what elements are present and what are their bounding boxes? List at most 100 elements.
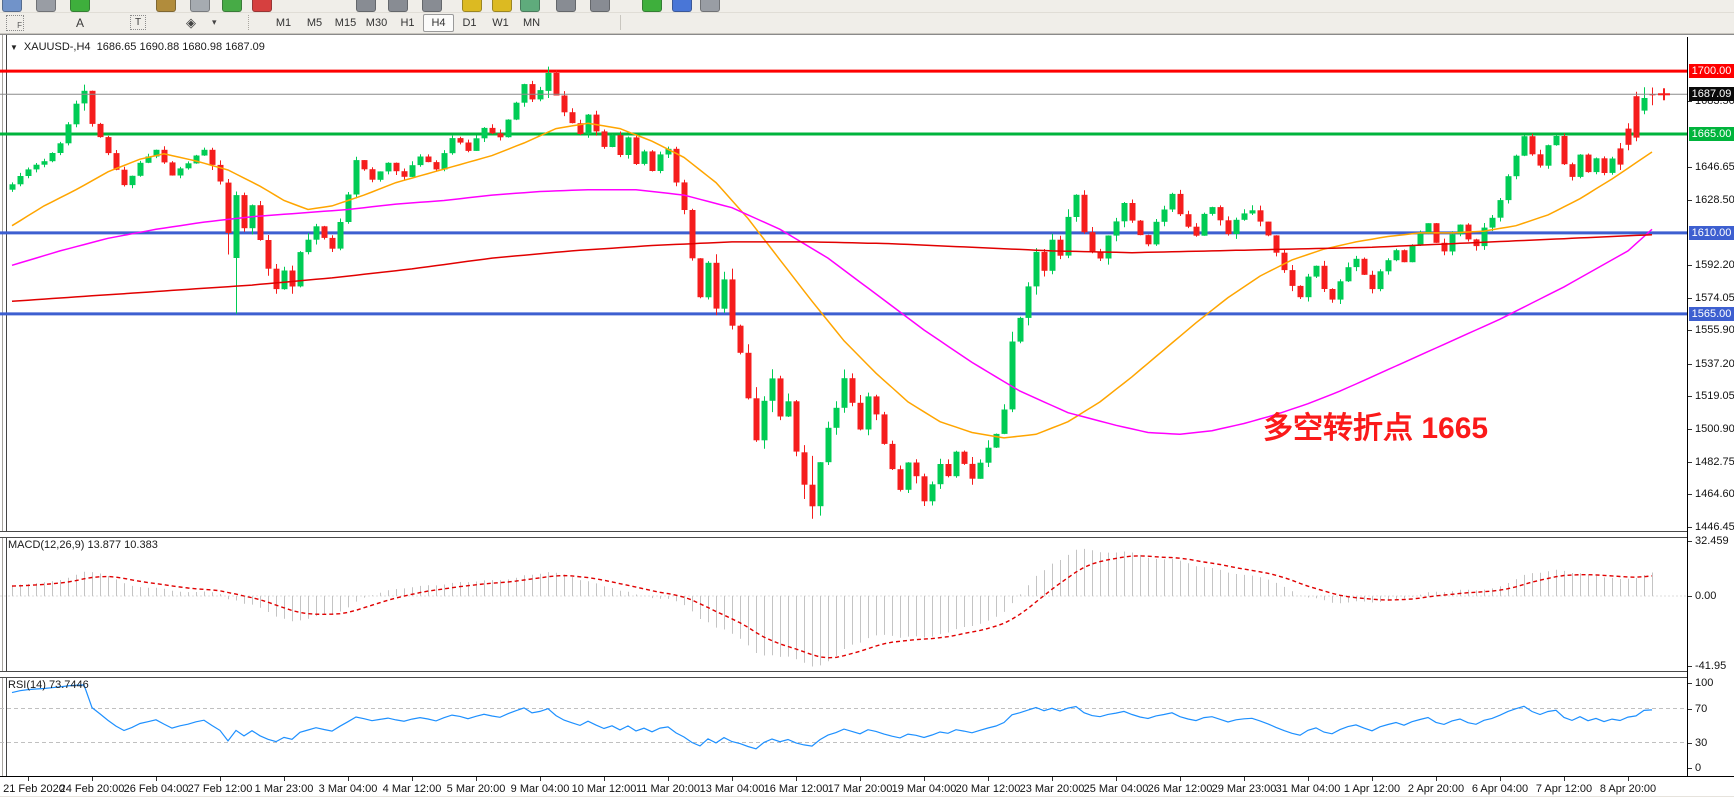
price-tick-mark — [1688, 101, 1692, 102]
time-axis-label: 6 Apr 04:00 — [1471, 783, 1529, 795]
zoom-icon[interactable] — [36, 0, 56, 12]
time-axis-label: 21 Feb 2020 — [3, 783, 65, 795]
price-axis-label: 1482.75 — [1695, 456, 1734, 468]
time-tick-mark — [92, 777, 93, 781]
time-tick-mark — [924, 777, 925, 781]
time-axis-label: 17 Mar 20:00 — [827, 783, 893, 795]
chart-title-text: XAUUSD-,H4 1686.65 1690.88 1680.98 1687.… — [23, 41, 265, 53]
time-axis-label: 25 Mar 04:00 — [1083, 783, 1149, 795]
price-badge: 1610.00 — [1689, 226, 1734, 240]
rsi-line — [11, 684, 1653, 750]
tile-horizontal-icon[interactable] — [356, 0, 376, 12]
panel-splitter[interactable] — [0, 531, 1734, 538]
price-tick-mark — [1688, 167, 1692, 168]
draw-objects-icon[interactable]: ◈ — [186, 15, 196, 30]
text-label-tool-icon[interactable]: A — [76, 16, 85, 30]
arrange-right-icon[interactable] — [590, 0, 610, 12]
add-indicator-icon[interactable] — [642, 0, 662, 12]
time-axis-label: 29 Mar 23:00 — [1211, 783, 1277, 795]
time-tick-mark — [476, 777, 477, 781]
time-tick-mark — [796, 777, 797, 781]
timeframe-d1-button[interactable]: D1 — [454, 14, 485, 32]
chart-forward-icon[interactable] — [222, 0, 242, 12]
price-axis-label: 1628.50 — [1695, 194, 1734, 206]
macd-axis-label: -41.95 — [1695, 660, 1727, 672]
time-axis-label: 16 Mar 12:00 — [763, 783, 829, 795]
time-axis-label: 7 Apr 12:00 — [1535, 783, 1593, 795]
chart-title: ▼ XAUUSD-,H4 1686.65 1690.88 1680.98 1687… — [10, 41, 265, 53]
timeframe-m15-button[interactable]: M15 — [330, 14, 361, 32]
time-tick-mark — [732, 777, 733, 781]
draw-line-icon[interactable] — [462, 0, 482, 12]
price-tick-mark — [1688, 396, 1692, 397]
time-tick-mark — [1244, 777, 1245, 781]
price-axis[interactable]: 1683.50 1646.65 1628.50 1592.20 1574.05 1555.… — [1687, 37, 1734, 776]
time-tick-mark — [1628, 777, 1629, 781]
refresh-icon[interactable] — [672, 0, 692, 12]
chart-type-icon[interactable] — [156, 0, 176, 12]
timeframe-m5-button[interactable]: M5 — [299, 14, 330, 32]
macd-signal-line — [11, 555, 1653, 659]
macd-tick-mark — [1688, 541, 1692, 542]
tile-vertical-icon[interactable] — [388, 0, 408, 12]
calendar-icon[interactable] — [700, 0, 720, 12]
time-tick-mark — [156, 777, 157, 781]
print-icon[interactable] — [190, 0, 210, 12]
time-tick-mark — [1372, 777, 1373, 781]
macd-indicator-panel[interactable] — [0, 536, 1687, 671]
time-axis-label: 10 Mar 12:00 — [571, 783, 637, 795]
time-axis-label: 8 Apr 20:00 — [1599, 783, 1657, 795]
main-price-chart[interactable] — [0, 37, 1687, 531]
cascade-windows-icon[interactable] — [422, 0, 442, 12]
timeframe-h1-button[interactable]: H1 — [392, 14, 423, 32]
rsi-axis-label: 70 — [1695, 703, 1708, 715]
price-axis-label: 1464.60 — [1695, 488, 1734, 500]
rsi-value: 73.7446 — [48, 679, 89, 691]
rsi-axis-label: 30 — [1695, 737, 1708, 749]
cursor-grid-icon[interactable]: F — [6, 15, 24, 31]
timeframe-h4-button[interactable]: H4 — [423, 14, 454, 32]
arrange-left-icon[interactable] — [556, 0, 576, 12]
timeframe-mn-button[interactable]: MN — [516, 14, 547, 32]
add-chart-icon[interactable] — [70, 0, 90, 12]
rsi-tick-mark — [1688, 683, 1692, 684]
rsi-indicator-panel[interactable] — [0, 676, 1687, 776]
rsi-label: RSI(14) 73.7446 — [8, 679, 89, 691]
time-tick-mark — [604, 777, 605, 781]
rsi-axis-label: 100 — [1695, 677, 1714, 689]
timeframe-m30-button[interactable]: M30 — [361, 14, 392, 32]
time-axis-label: 13 Mar 04:00 — [699, 783, 765, 795]
panel-splitter[interactable] — [0, 671, 1734, 678]
timeframe-w1-button[interactable]: W1 — [485, 14, 516, 32]
rsi-tick-mark — [1688, 768, 1692, 769]
time-tick-mark — [28, 777, 29, 781]
collapse-arrow-icon[interactable]: ▼ — [10, 43, 18, 52]
price-tick-mark — [1688, 364, 1692, 365]
time-axis-label: 3 Mar 04:00 — [318, 783, 378, 795]
price-badge: 1700.00 — [1689, 64, 1734, 78]
price-axis-label: 1592.20 — [1695, 259, 1734, 271]
price-badge: 1565.00 — [1689, 307, 1734, 321]
time-axis-label: 24 Feb 20:00 — [59, 783, 125, 795]
draw-channel-icon[interactable] — [492, 0, 512, 12]
time-axis[interactable]: 21 Feb 2020 24 Feb 20:00 26 Feb 04:00 27 Fe… — [0, 776, 1734, 797]
time-axis-label: 26 Feb 04:00 — [123, 783, 189, 795]
toolbar-separator — [620, 15, 621, 30]
macd-tick-mark — [1688, 666, 1692, 667]
price-tick-mark — [1688, 298, 1692, 299]
chevron-down-icon[interactable]: ▾ — [212, 17, 217, 27]
price-badge: 1687.09 — [1689, 87, 1734, 101]
new-order-icon[interactable] — [2, 0, 22, 12]
chart-annotation: 多空转折点 1665 — [1263, 412, 1489, 445]
text-box-tool-icon[interactable]: T — [130, 15, 146, 30]
time-axis-label: 26 Mar 12:00 — [1147, 783, 1213, 795]
price-axis-label: 1555.90 — [1695, 324, 1734, 336]
objects-list-icon[interactable] — [520, 0, 540, 12]
time-axis-label: 1 Mar 23:00 — [254, 783, 314, 795]
time-tick-mark — [540, 777, 541, 781]
autotrading-icon[interactable] — [252, 0, 272, 12]
time-axis-label: 23 Mar 20:00 — [1019, 783, 1085, 795]
timeframe-button-group: M1 M5 M15 M30 H1 H4 D1 W1 MN — [268, 13, 547, 33]
time-tick-mark — [1436, 777, 1437, 781]
timeframe-m1-button[interactable]: M1 — [268, 14, 299, 32]
